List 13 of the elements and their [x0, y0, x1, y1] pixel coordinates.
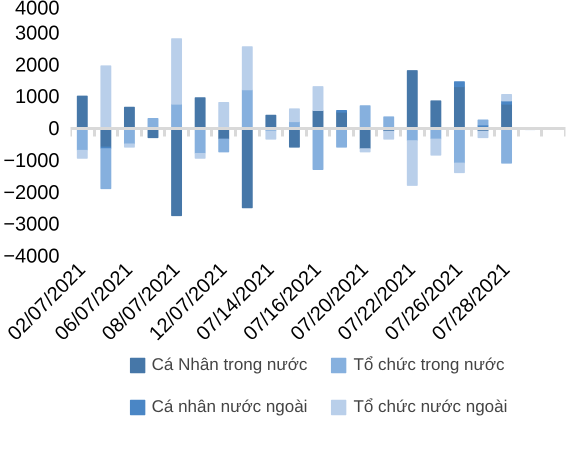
legend-label: Cá Nhân trong nước: [152, 355, 308, 375]
legend-label: Tổ chức nước ngoài: [353, 397, 508, 417]
y-tick-label: −3000: [3, 214, 60, 236]
y-tick-label: 3000: [15, 22, 60, 44]
legend-label: Tổ chức trong nước: [353, 355, 505, 375]
y-tick-label: −1000: [3, 150, 60, 172]
y-tick-label: 4000: [15, 0, 60, 20]
y-tick-label: −4000: [3, 246, 60, 268]
y-tick-label: 1000: [15, 86, 60, 108]
y-tick-label: 2000: [15, 54, 60, 76]
y-tick-label: 0: [48, 118, 60, 140]
y-tick-label: −2000: [3, 182, 60, 204]
legend-label: Cá nhân nước ngoài: [152, 397, 308, 417]
